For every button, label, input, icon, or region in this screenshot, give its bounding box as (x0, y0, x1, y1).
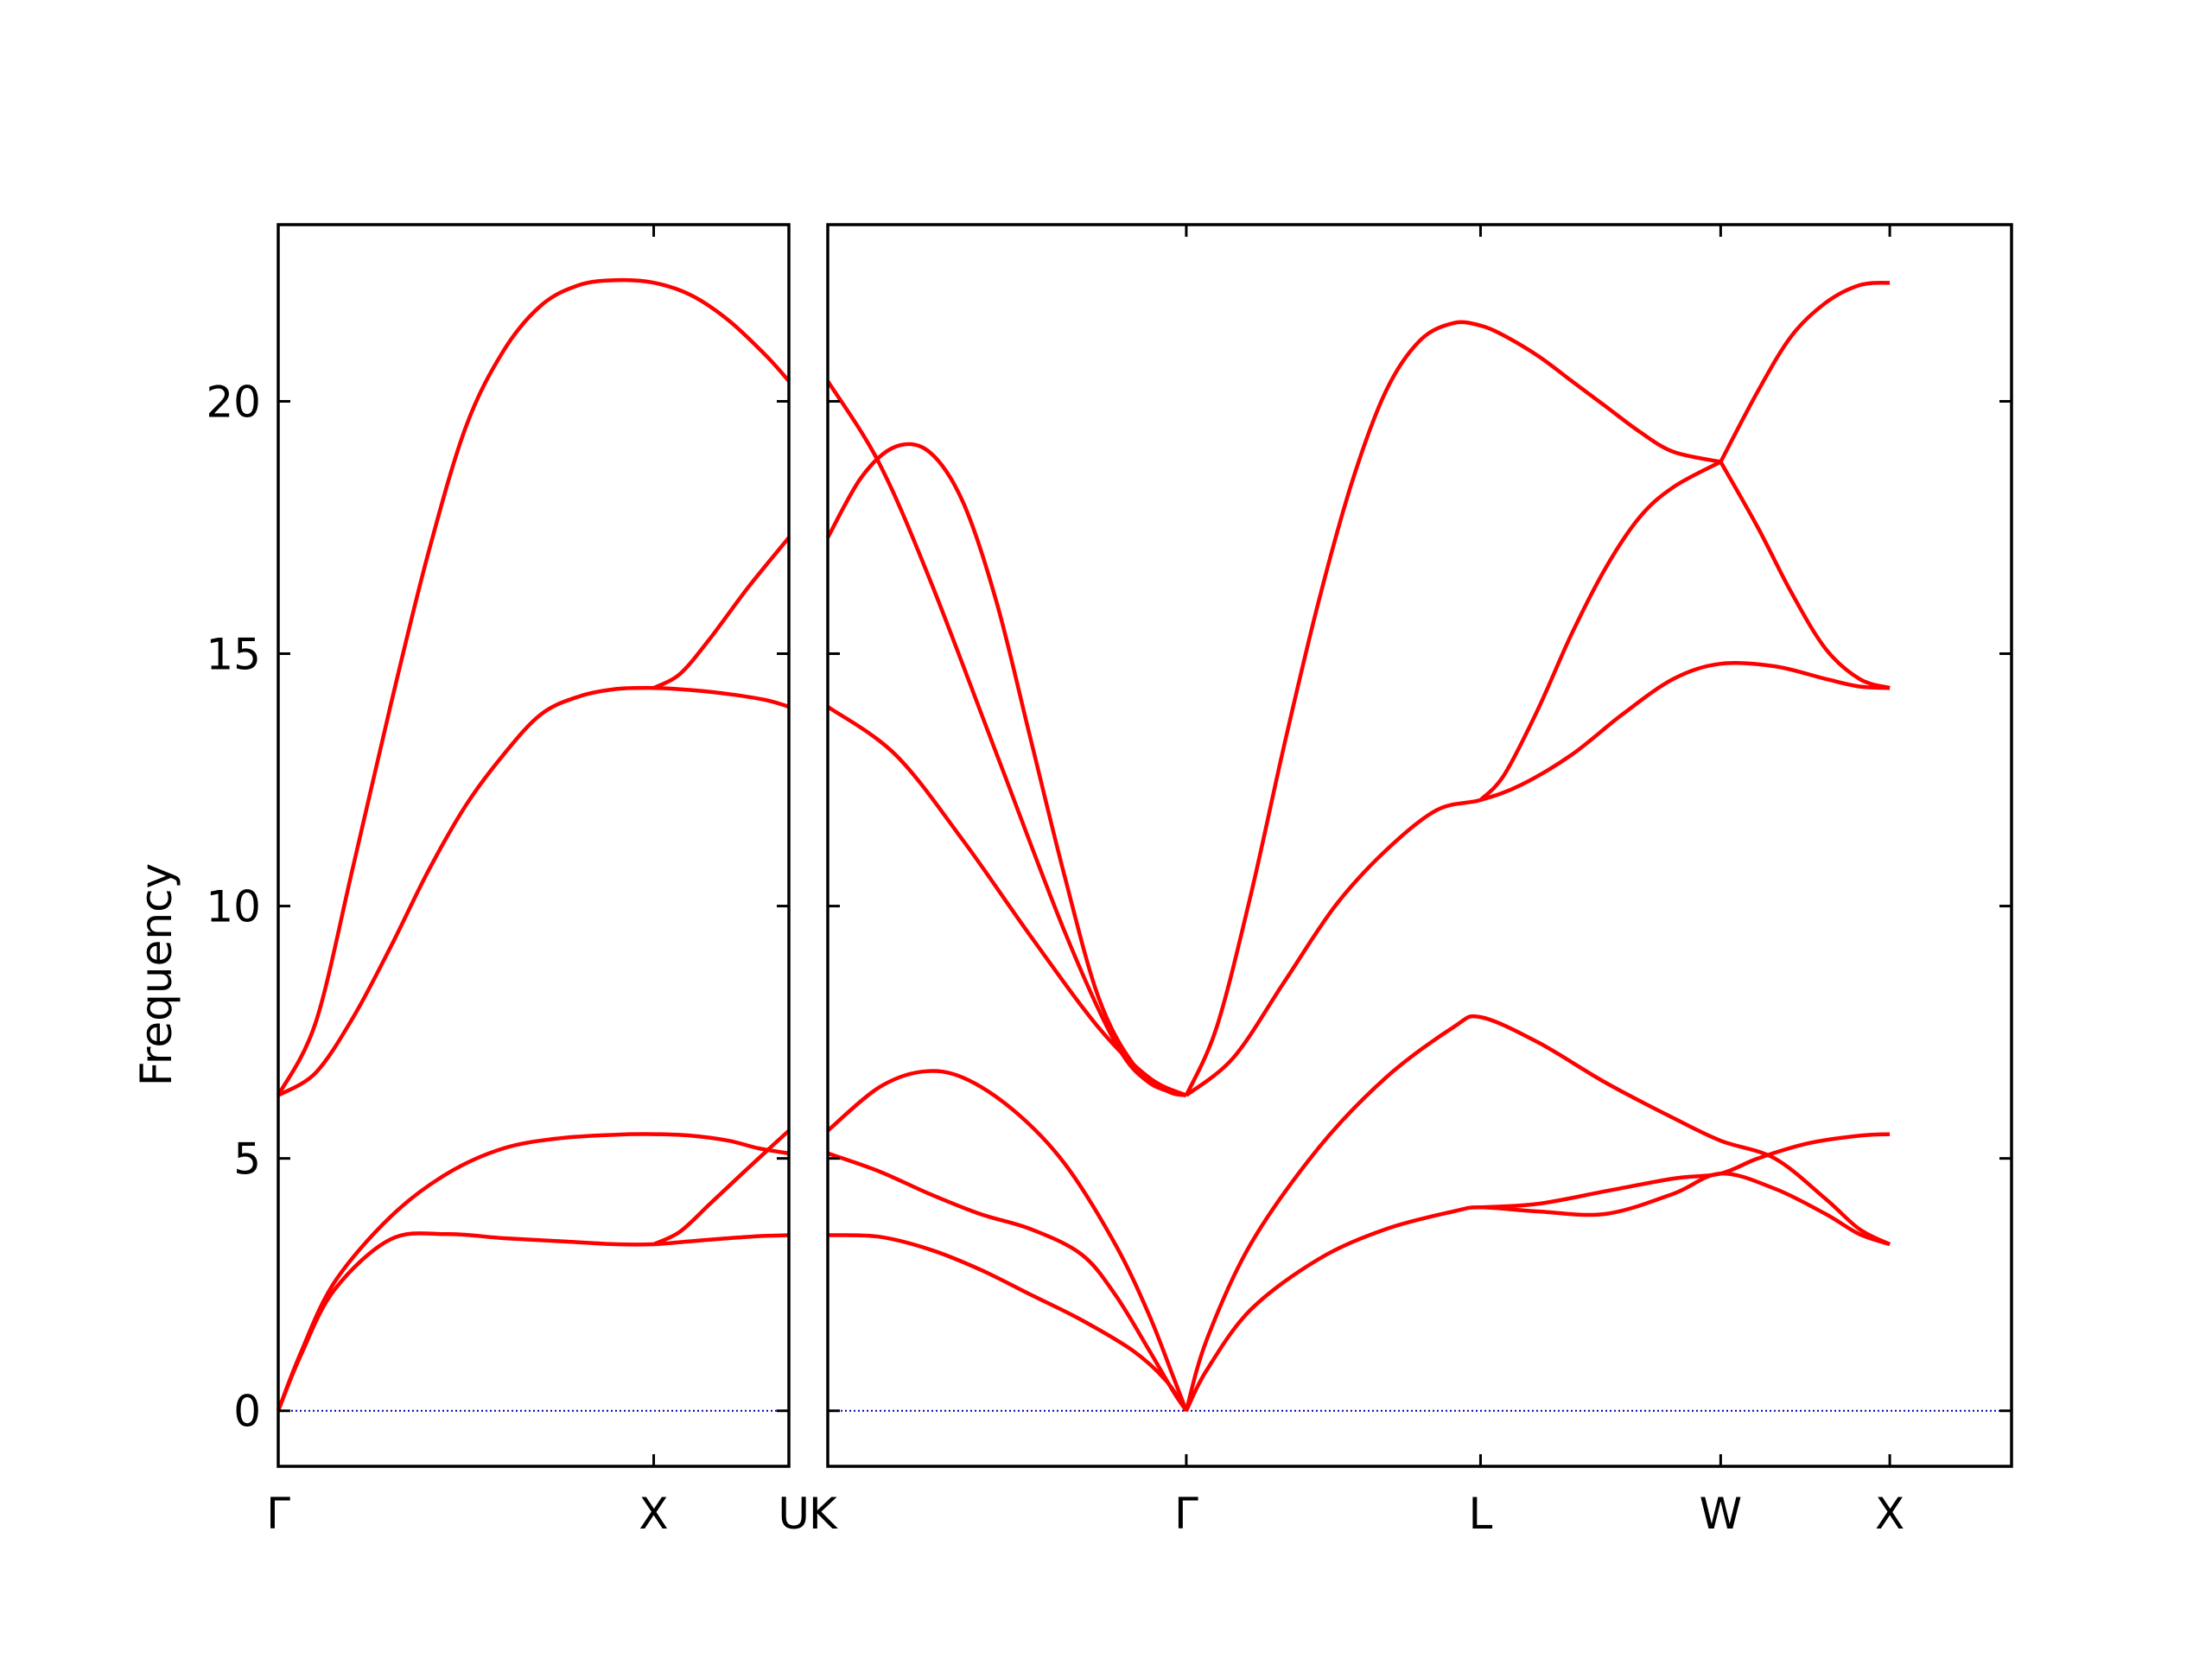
band-line-6 (652, 536, 791, 690)
band-line-2 (827, 1151, 1188, 1412)
band-line-7 (826, 705, 1187, 1097)
band-line-10 (1185, 660, 1891, 1097)
x-tick-label: L (1469, 1489, 1493, 1539)
band-line-2 (276, 1132, 790, 1412)
x-tick-label: X (1875, 1489, 1904, 1539)
x-tick-label: K (809, 1489, 838, 1539)
band-line-4 (276, 685, 790, 1097)
y-tick-label: 5 (233, 1135, 261, 1185)
band-line-1 (276, 1231, 790, 1412)
band-line-14 (1719, 280, 1891, 463)
panel-left: 0 5 10 15 20 Γ X U (206, 223, 810, 1539)
band-line-1 (827, 1233, 1188, 1412)
band-line-3 (652, 1128, 791, 1247)
band-line-8 (826, 379, 1187, 1097)
y-tick-label: 15 (206, 630, 261, 680)
x-tick-label: Γ (1174, 1489, 1198, 1539)
plot-frame (276, 223, 791, 1468)
y-tick-label: 10 (206, 882, 261, 932)
band-line-5 (1184, 1014, 1891, 1412)
x-tick-label: W (1700, 1489, 1742, 1539)
y-tick-label: 20 (206, 377, 261, 427)
band-line-5 (276, 277, 791, 1096)
band-line-9 (826, 442, 1187, 1097)
band-line-3 (826, 1069, 1189, 1412)
band-line-6 (1480, 1132, 1891, 1210)
x-tick-label: U (778, 1489, 810, 1539)
y-axis-label: Frequency (131, 863, 181, 1086)
band-line-13 (1719, 461, 1891, 690)
band-line-4 (1184, 1171, 1891, 1412)
x-tick-label: Γ (266, 1489, 290, 1539)
y-tick-label: 0 (233, 1387, 261, 1437)
plot-frame (826, 223, 2013, 1468)
band-line-12 (1184, 320, 1721, 1096)
band-line-11 (1478, 460, 1722, 802)
x-tick-label: X (639, 1489, 668, 1539)
